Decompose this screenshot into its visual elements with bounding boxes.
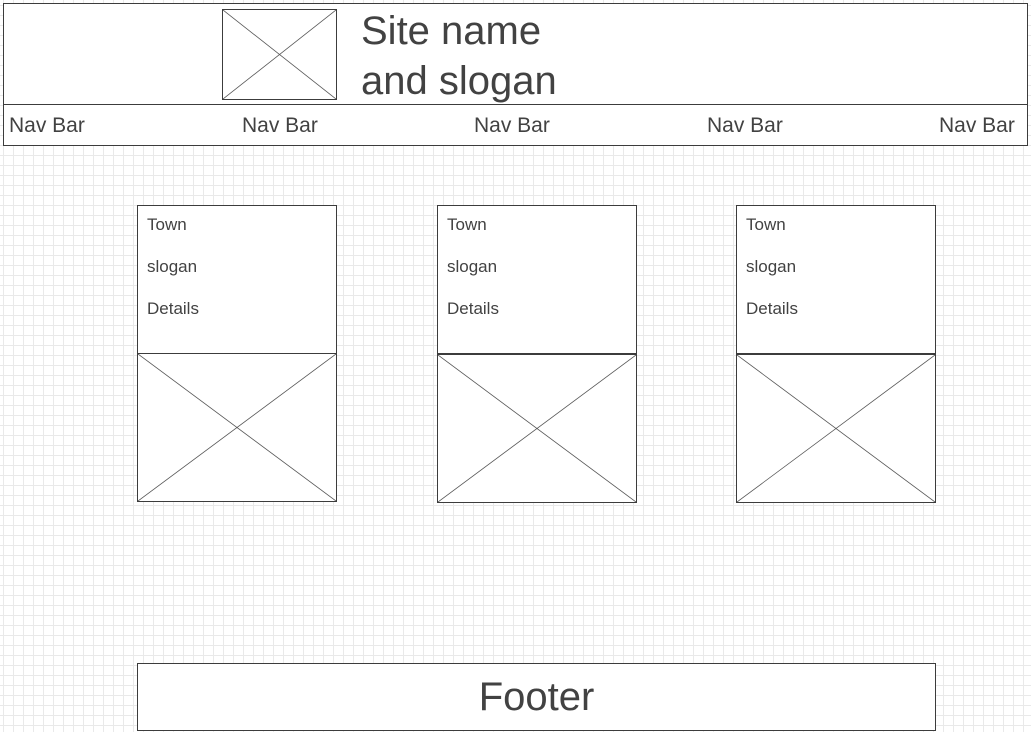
card-1-town: Town	[147, 215, 187, 234]
card-1-image-placeholder-icon	[137, 353, 337, 502]
footer-box	[137, 663, 936, 731]
header-box	[3, 3, 1028, 105]
card-2-image-placeholder-icon	[437, 354, 637, 503]
card-2-slogan: slogan	[447, 257, 498, 276]
site-title-line-2: and slogan	[361, 59, 557, 103]
nav-item-2[interactable]: Nav Bar	[242, 114, 318, 137]
card-1-details[interactable]: Details	[147, 299, 199, 318]
card-3-image-placeholder-icon	[736, 354, 936, 503]
footer-label: Footer	[478, 675, 595, 719]
nav-item-4[interactable]: Nav Bar	[707, 114, 783, 137]
card-1-slogan: slogan	[147, 257, 198, 276]
nav-item-3[interactable]: Nav Bar	[474, 114, 550, 137]
card-3-town: Town	[746, 215, 786, 234]
card-2-details[interactable]: Details	[447, 299, 499, 318]
nav-item-1[interactable]: Nav Bar	[9, 114, 85, 137]
nav-item-5[interactable]: Nav Bar	[939, 114, 1015, 137]
nav-bar	[3, 104, 1028, 146]
logo-placeholder-icon	[222, 9, 337, 100]
card-2-text-box	[437, 205, 637, 354]
card-3-text-box	[736, 205, 936, 354]
card-1-text-box	[137, 205, 337, 354]
card-3-slogan: slogan	[746, 257, 797, 276]
card-2-town: Town	[447, 215, 487, 234]
card-3-details[interactable]: Details	[746, 299, 798, 318]
site-title-line-1: Site name	[361, 9, 542, 53]
site-title: Site name and slogan	[361, 6, 557, 106]
